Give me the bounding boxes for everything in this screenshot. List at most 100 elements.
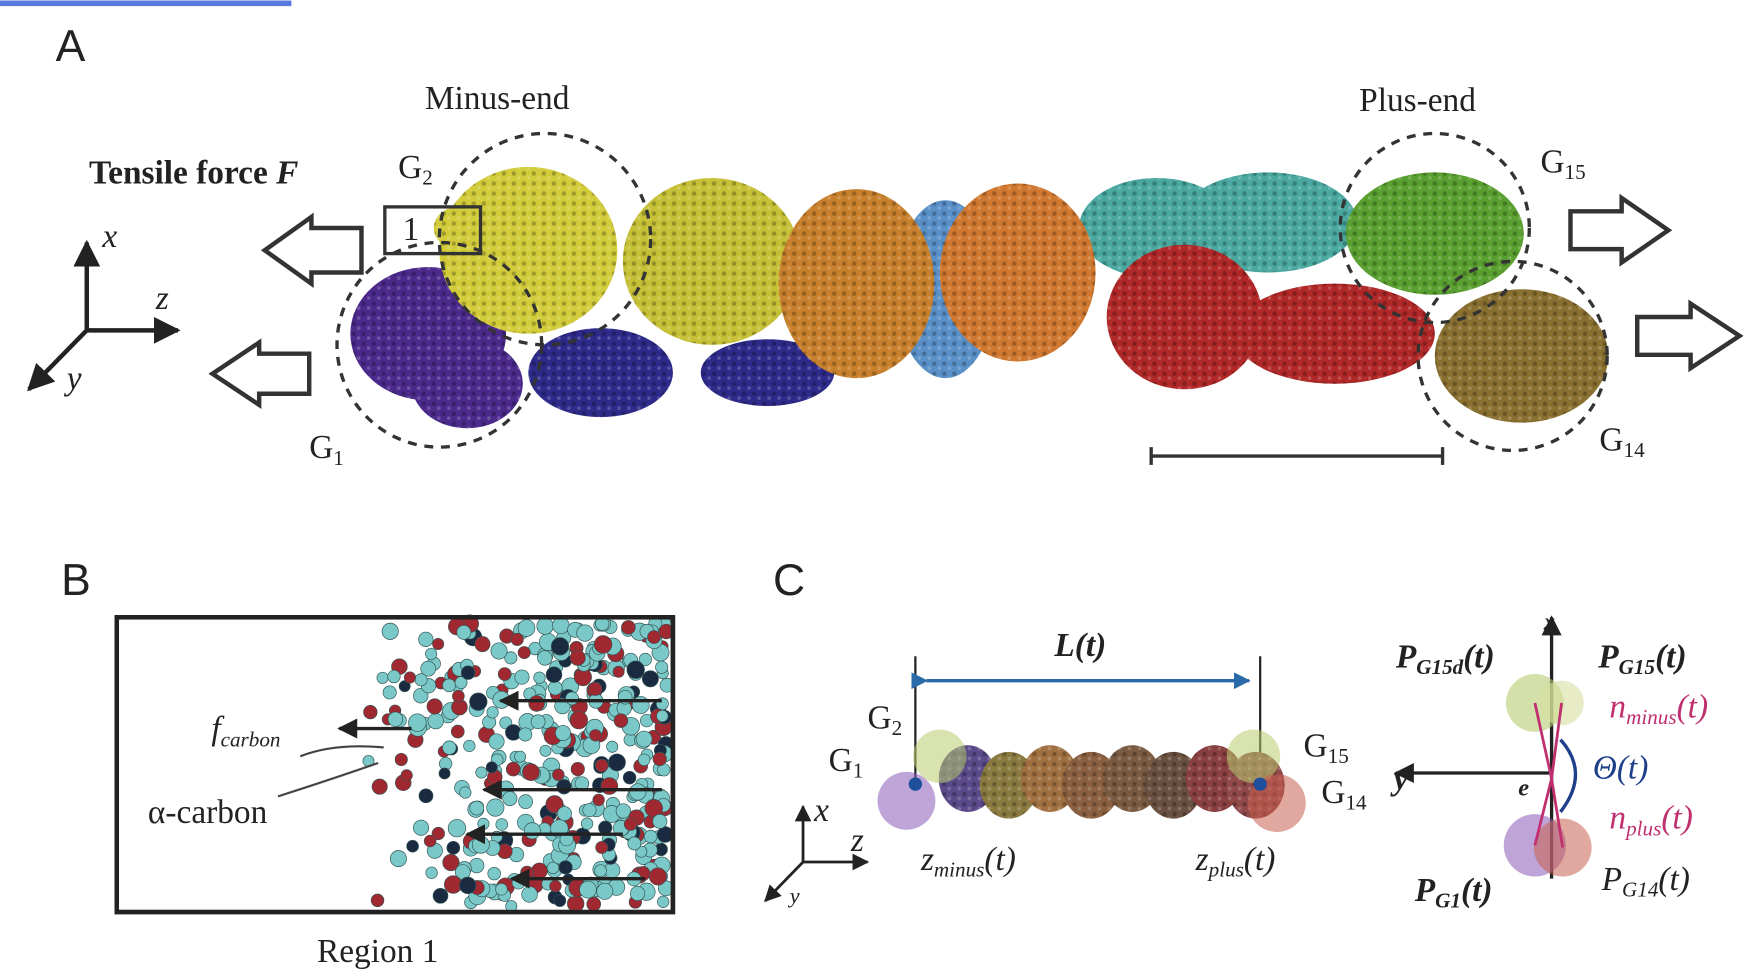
group-label: G15	[1304, 727, 1349, 768]
atom	[593, 794, 605, 806]
atom	[636, 731, 652, 747]
p-sub: G15d	[1416, 655, 1463, 679]
atom	[642, 671, 658, 687]
group-label: G2	[868, 700, 903, 741]
atom	[587, 897, 601, 911]
group-marker	[878, 772, 936, 830]
axis-label: y	[1390, 761, 1409, 798]
atom	[459, 877, 476, 894]
atom	[388, 670, 401, 683]
atom	[630, 784, 646, 800]
g-sub: 14	[1624, 438, 1646, 462]
atom	[630, 886, 644, 900]
g-sub: 15	[1328, 744, 1349, 768]
atom	[413, 820, 428, 835]
atom	[546, 667, 562, 683]
p-sub: G15	[1619, 655, 1656, 679]
n-tail: (t)	[1661, 800, 1692, 837]
z-sub: plus	[1207, 857, 1244, 881]
atom	[372, 779, 387, 794]
atom	[419, 632, 434, 647]
atom	[657, 710, 669, 722]
n-sub: plus	[1624, 816, 1661, 840]
g-sub: 15	[1565, 160, 1586, 184]
atom	[644, 830, 657, 843]
atom	[595, 865, 607, 877]
subunit-texture	[1235, 284, 1435, 384]
p-label: PG14(t)	[1601, 861, 1690, 902]
atom	[498, 668, 511, 681]
group-label: G14	[1599, 421, 1645, 462]
g-main: G	[309, 429, 333, 466]
center-point	[1254, 777, 1267, 790]
z-label: zplus(t)	[1195, 841, 1276, 882]
axis-label: y	[64, 360, 82, 397]
length-label: L(t)	[1053, 627, 1106, 664]
p-sub: G14	[1622, 877, 1659, 901]
p-label: PG15d(t)	[1395, 638, 1495, 679]
atom	[548, 681, 562, 695]
region-box-label: 1	[403, 211, 420, 248]
atom	[557, 807, 571, 821]
atom	[443, 679, 456, 692]
axis-label: z	[850, 822, 864, 859]
atom	[581, 818, 593, 830]
atom	[433, 888, 448, 903]
atom	[401, 770, 412, 781]
p-tail: (t)	[1658, 861, 1689, 898]
p-tail: (t)	[1463, 638, 1495, 675]
g-main: G	[868, 700, 892, 737]
atom	[371, 894, 384, 907]
atom	[537, 618, 554, 635]
atom	[657, 827, 673, 843]
atom	[596, 841, 608, 853]
atom	[364, 705, 378, 719]
atom	[518, 646, 530, 658]
atom	[476, 767, 487, 778]
z-tail: (t)	[984, 841, 1016, 878]
group-label: G2	[398, 149, 433, 190]
atom	[519, 795, 533, 809]
atom	[427, 699, 442, 714]
e-label: e	[1518, 774, 1529, 801]
subunit-texture	[1435, 289, 1609, 422]
atom	[588, 682, 601, 695]
atom	[487, 799, 504, 816]
atom	[469, 858, 484, 873]
panel-label: B	[61, 556, 91, 605]
angle-arc	[1560, 740, 1575, 812]
atom	[608, 754, 625, 771]
atom	[475, 637, 490, 652]
atom	[614, 714, 628, 728]
atom	[649, 868, 666, 885]
g-sub: 1	[853, 758, 864, 782]
atom	[383, 686, 396, 699]
atom	[488, 867, 501, 880]
atom	[551, 638, 568, 655]
atom	[570, 711, 588, 729]
group-label: G15	[1540, 143, 1585, 184]
p-main: P	[1414, 872, 1436, 909]
atom	[451, 725, 464, 738]
atom	[567, 895, 584, 912]
g-sub: 2	[892, 716, 903, 740]
atom	[432, 638, 443, 649]
atom	[478, 818, 489, 829]
atom	[425, 648, 436, 659]
atom	[522, 764, 539, 781]
filament	[350, 167, 1608, 428]
subunit-texture	[940, 184, 1096, 362]
z-main: z	[1195, 841, 1209, 878]
atom	[534, 672, 546, 684]
atom	[628, 837, 641, 850]
n-label: nplus(t)	[1609, 800, 1692, 841]
axis-label: x	[101, 218, 117, 255]
atom	[496, 883, 508, 895]
atom	[486, 762, 497, 773]
subunit-texture	[412, 339, 523, 428]
atom	[487, 707, 499, 719]
atom	[655, 661, 667, 673]
atom	[472, 836, 489, 853]
p-main: P	[1601, 861, 1622, 898]
atom	[515, 670, 529, 684]
